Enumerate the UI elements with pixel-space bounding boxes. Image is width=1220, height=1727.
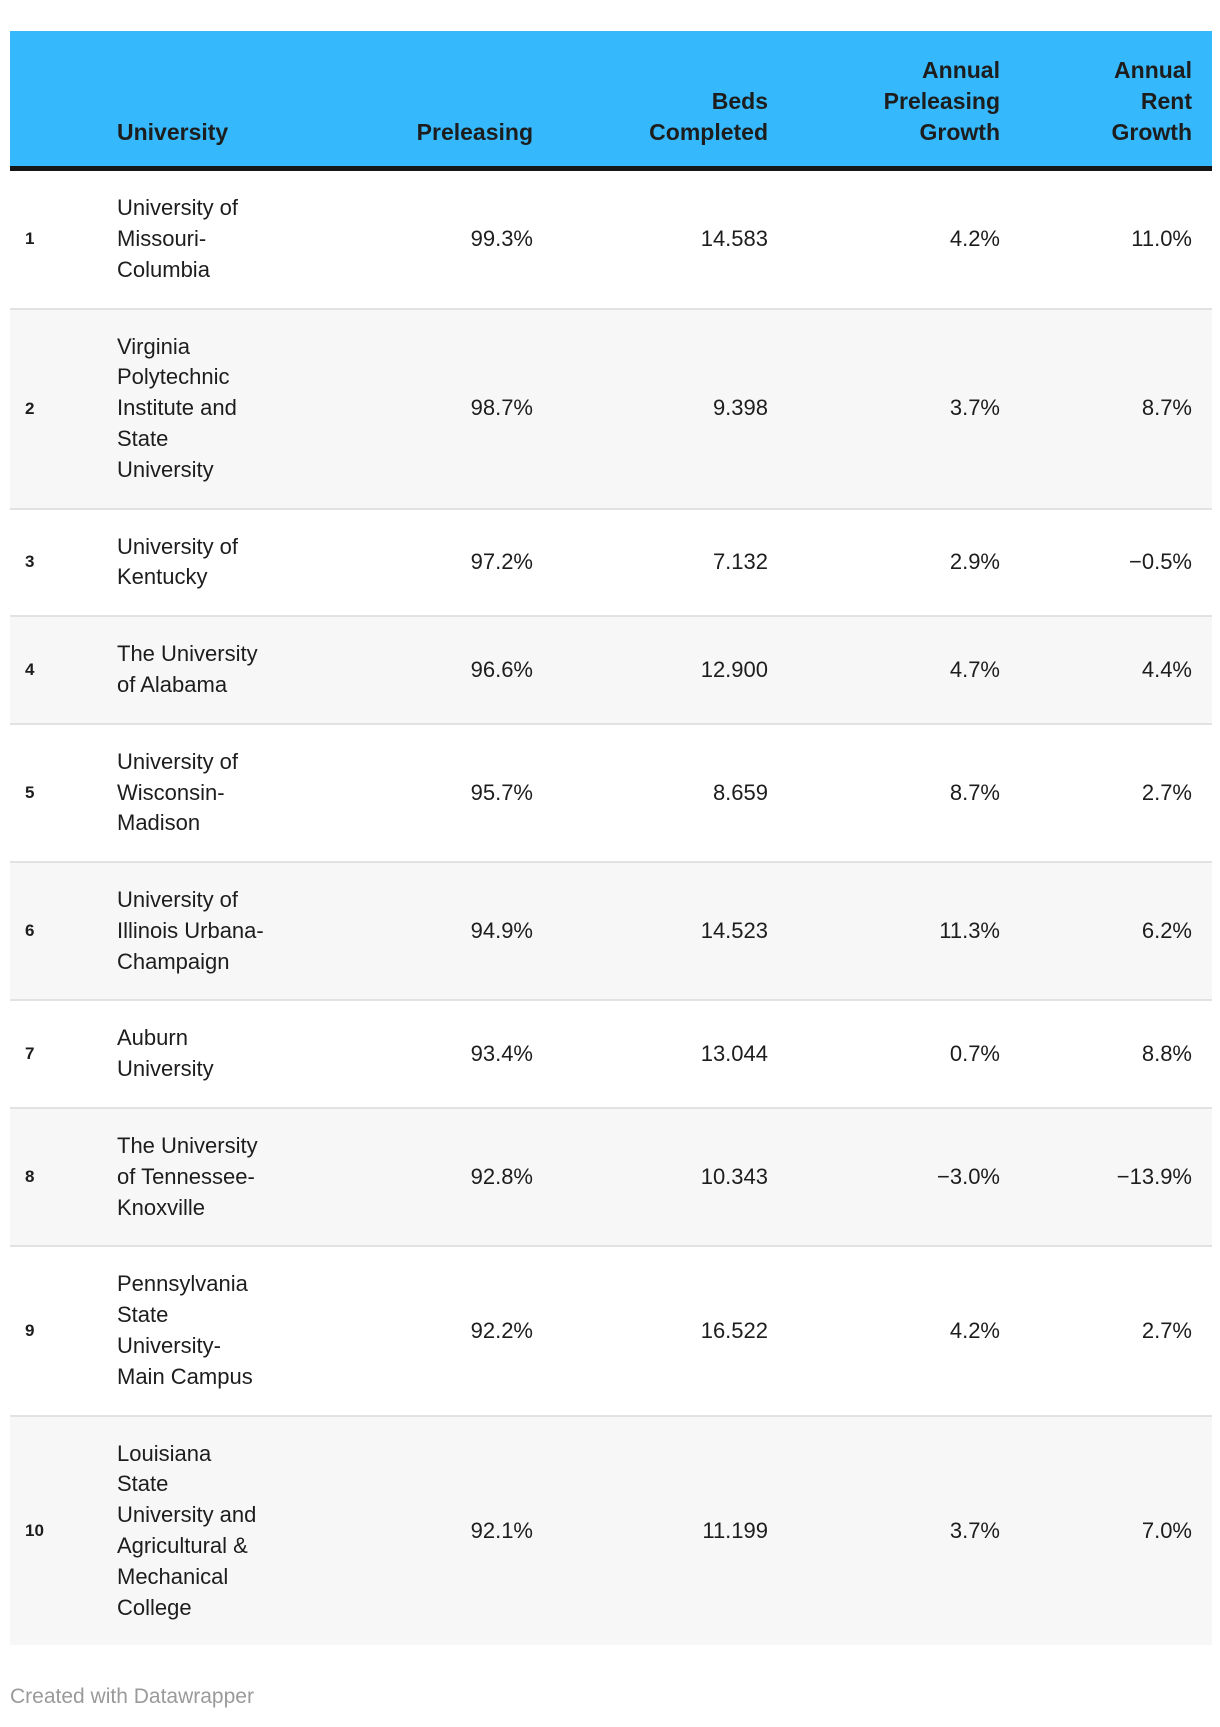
table-row: 9 Pennsylvania State University- Main Ca… <box>10 1245 1212 1416</box>
beds-completed-cell: 9.398 <box>553 307 788 509</box>
datawrapper-credit: Created with Datawrapper <box>10 1685 254 1709</box>
beds-completed-cell: 14.523 <box>553 861 788 1001</box>
annual-rent-growth-cell: 6.2% <box>1020 861 1212 1001</box>
annual-rent-growth-cell: 2.7% <box>1020 722 1212 863</box>
annual-preleasing-growth-cell: 4.2% <box>788 1245 1020 1416</box>
annual-preleasing-growth-cell: 8.7% <box>788 722 1020 863</box>
university-cell: University of Missouri- Columbia <box>117 195 239 282</box>
annual-preleasing-growth-cell: 2.9% <box>788 507 1020 617</box>
header-university: University <box>107 31 360 172</box>
rank-cell: 8 <box>10 1107 107 1247</box>
preleasing-cell: 94.9% <box>360 861 553 1001</box>
preleasing-table: University Preleasing Beds Completed Ann… <box>10 31 1212 1646</box>
rank-cell: 3 <box>10 507 107 617</box>
table-row: 5 University of Wisconsin- Madison 95.7%… <box>10 722 1212 863</box>
annual-rent-growth-cell: 8.7% <box>1020 307 1212 509</box>
rank-cell: 7 <box>10 999 107 1109</box>
annual-preleasing-growth-cell: 4.2% <box>949 225 1000 251</box>
annual-preleasing-growth-cell: 4.7% <box>788 615 1020 724</box>
header-beds-completed: Beds Completed <box>553 31 788 172</box>
table-header-row: University Preleasing Beds Completed Ann… <box>10 31 1212 172</box>
table-row: 10 Louisiana State University and Agricu… <box>10 1414 1212 1646</box>
university-cell: Pennsylvania State University- Main Camp… <box>107 1245 360 1416</box>
annual-preleasing-growth-cell: 3.7% <box>788 1414 1020 1646</box>
annual-rent-growth-cell: 8.8% <box>1020 999 1212 1109</box>
header-annual-preleasing-growth: Annual Preleasing Growth <box>788 31 1020 172</box>
rank-cell: 5 <box>10 722 107 863</box>
annual-rent-growth-cell: −0.5% <box>1020 507 1212 617</box>
annual-preleasing-growth-cell: 11.3% <box>788 861 1020 1001</box>
beds-completed-cell: 10.343 <box>553 1107 788 1247</box>
table-row: 1 University of Missouri- Columbia 99.3%… <box>10 169 1212 309</box>
preleasing-cell: 95.7% <box>360 722 553 863</box>
beds-completed-cell: 7.132 <box>553 507 788 617</box>
rank-cell: 2 <box>10 307 107 509</box>
preleasing-cell: 92.1% <box>360 1414 553 1646</box>
beds-completed-cell: 13.044 <box>553 999 788 1109</box>
university-cell: University of Wisconsin- Madison <box>107 722 360 863</box>
university-cell: The University of Tennessee- Knoxville <box>107 1107 360 1247</box>
table-row: 3 University of Kentucky 97.2% 7.132 2.9… <box>10 507 1212 617</box>
annual-rent-growth-cell: 7.0% <box>1020 1414 1212 1646</box>
rank-cell: 9 <box>10 1245 107 1416</box>
beds-completed-cell: 11.199 <box>553 1414 788 1646</box>
preleasing-cell: 96.6% <box>360 615 553 724</box>
beds-completed-cell: 8.659 <box>553 722 788 863</box>
beds-completed-cell: 12.900 <box>553 615 788 724</box>
rank-cell: 6 <box>10 861 107 1001</box>
table-body: 1 University of Missouri- Columbia 99.3%… <box>10 169 1212 1646</box>
university-cell: The University of Alabama <box>107 615 360 724</box>
header-preleasing: Preleasing <box>360 31 553 172</box>
university-cell: University of Illinois Urbana- Champaign <box>107 861 360 1001</box>
table-row: 7 Auburn University 93.4% 13.044 0.7% 8.… <box>10 999 1212 1109</box>
annual-preleasing-growth-cell: 0.7% <box>788 999 1020 1109</box>
preleasing-cell: 92.8% <box>360 1107 553 1247</box>
preleasing-cell: 93.4% <box>360 999 553 1109</box>
table-row: 6 University of Illinois Urbana- Champai… <box>10 861 1212 1001</box>
university-cell: University of Kentucky <box>107 507 360 617</box>
header-annual-rent-growth: Annual Rent Growth <box>1020 31 1212 172</box>
header-rank <box>10 31 107 172</box>
university-cell: Louisiana State University and Agricultu… <box>107 1414 360 1646</box>
table-row: 8 The University of Tennessee- Knoxville… <box>10 1107 1212 1247</box>
annual-rent-growth-cell: −13.9% <box>1020 1107 1212 1247</box>
table-row: 2 Virginia Polytechnic Institute and Sta… <box>10 307 1212 509</box>
preleasing-cell: 98.7% <box>360 307 553 509</box>
beds-completed-cell: 16.522 <box>553 1245 788 1416</box>
annual-rent-growth-cell: 11.0% <box>1131 225 1192 251</box>
annual-preleasing-growth-cell: −3.0% <box>788 1107 1020 1247</box>
preleasing-cell: 97.2% <box>360 507 553 617</box>
beds-completed-cell: 14.583 <box>700 225 768 251</box>
table-header: University Preleasing Beds Completed Ann… <box>10 31 1212 172</box>
annual-preleasing-growth-cell: 3.7% <box>788 307 1020 509</box>
preleasing-cell: 99.3% <box>470 225 533 251</box>
rank-cell: 1 <box>25 229 35 249</box>
university-cell: Auburn University <box>107 999 360 1109</box>
rank-cell: 10 <box>10 1414 107 1646</box>
rank-cell: 4 <box>10 615 107 724</box>
preleasing-cell: 92.2% <box>360 1245 553 1416</box>
university-cell: Virginia Polytechnic Institute and State… <box>107 307 360 509</box>
table-row: 4 The University of Alabama 96.6% 12.900… <box>10 615 1212 724</box>
annual-rent-growth-cell: 2.7% <box>1020 1245 1212 1416</box>
annual-rent-growth-cell: 4.4% <box>1020 615 1212 724</box>
